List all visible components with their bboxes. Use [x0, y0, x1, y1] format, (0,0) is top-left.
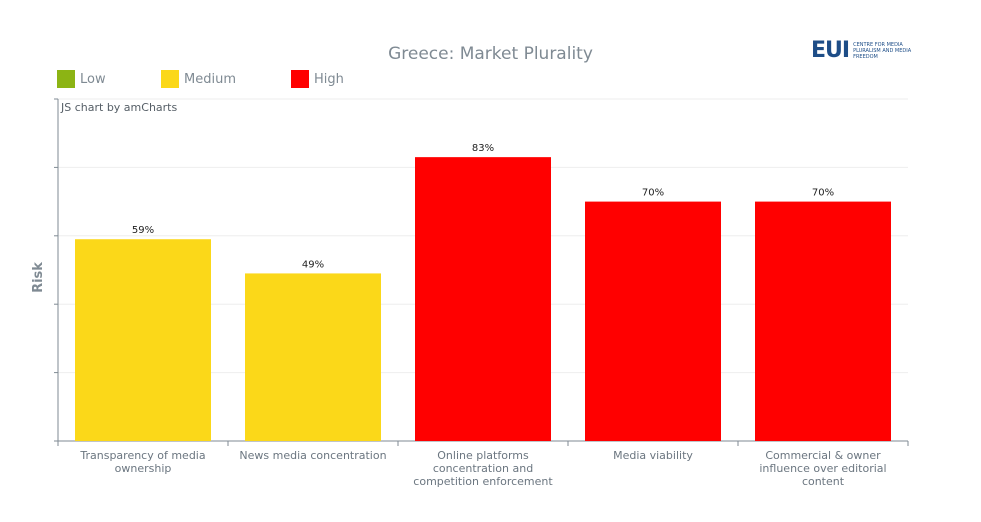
chart-title: Greece: Market Plurality	[388, 44, 593, 64]
data-label: 59%	[132, 225, 154, 236]
bar	[755, 201, 891, 441]
legend-item-high[interactable]: High	[291, 70, 391, 88]
logo-mark: EUI	[811, 38, 850, 63]
legend: Low Medium High	[57, 70, 391, 88]
legend-swatch-low	[57, 70, 75, 88]
bar	[415, 157, 551, 441]
bar	[75, 239, 211, 441]
legend-label-high: High	[314, 71, 344, 87]
x-tick-label: Media viability	[613, 449, 693, 462]
y-axis-label: Risk	[30, 262, 46, 293]
legend-label-low: Low	[80, 71, 106, 87]
legend-item-medium[interactable]: Medium	[161, 70, 291, 88]
x-tick-label: Online platforms concentration and competi…	[413, 449, 553, 488]
legend-item-low[interactable]: Low	[57, 70, 161, 88]
data-label: 70%	[812, 188, 834, 199]
data-label: 70%	[642, 188, 664, 199]
x-tick-label: News media concentration	[239, 449, 386, 462]
x-tick-label: Transparency of media ownership	[79, 449, 205, 475]
bar	[245, 273, 381, 441]
chart-credit-link[interactable]: JS chart by amCharts	[61, 101, 178, 114]
bar	[585, 201, 721, 441]
logo-text: CENTRE FOR MEDIA PLURALISM AND MEDIA FRE…	[853, 41, 912, 60]
data-label: 49%	[302, 259, 324, 270]
x-tick-label: Commercial & owner influence over editori…	[759, 449, 886, 488]
data-label: 83%	[472, 143, 494, 154]
legend-swatch-high	[291, 70, 309, 88]
legend-swatch-medium	[161, 70, 179, 88]
legend-label-medium: Medium	[184, 71, 236, 87]
eui-logo: EUI CENTRE FOR MEDIA PLURALISM AND MEDIA…	[811, 38, 915, 63]
